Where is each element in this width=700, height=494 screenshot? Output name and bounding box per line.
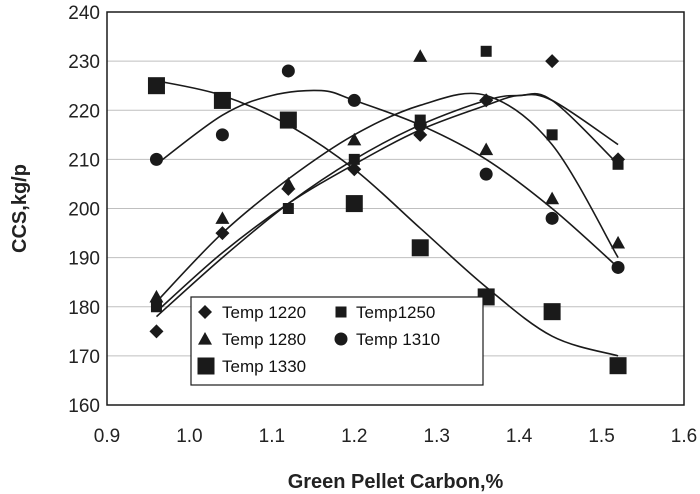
point-temp1280 <box>479 142 494 156</box>
legend-label: Temp 1310 <box>356 330 440 349</box>
point-temp1280 <box>281 176 296 190</box>
point-temp1220 <box>413 127 428 142</box>
y-tick-labels: 160 170 180 190 200 210 220 230 240 <box>68 3 100 417</box>
point-temp1330 <box>543 303 561 321</box>
point-temp1250 <box>282 203 294 214</box>
x-tick-label: 1.1 <box>259 426 285 447</box>
x-tick-label: 1.0 <box>176 426 202 447</box>
fit-curve-temp1220 <box>155 93 619 313</box>
point-temp1330 <box>345 195 363 213</box>
y-tick-label: 190 <box>68 249 100 270</box>
y-tick-label: 240 <box>68 3 100 24</box>
point-temp1330 <box>213 91 231 109</box>
point-temp1280 <box>215 211 230 224</box>
point-temp1330 <box>609 357 627 375</box>
legend-marker <box>198 332 212 345</box>
legend-label: Temp 1330 <box>222 357 306 376</box>
point-temp1220 <box>347 162 362 177</box>
legend-label: Temp 1220 <box>222 303 306 322</box>
legend-marker <box>334 332 348 346</box>
point-temp1330 <box>411 239 429 257</box>
legend-marker <box>335 306 347 318</box>
point-temp1330 <box>147 77 165 95</box>
x-tick-label: 0.9 <box>94 426 120 447</box>
point-temp1250 <box>348 153 360 165</box>
point-temp1220 <box>215 226 230 241</box>
point-temp1310 <box>611 260 625 274</box>
point-temp1220 <box>479 93 494 108</box>
point-temp1310 <box>479 167 493 181</box>
y-tick-label: 230 <box>68 52 100 73</box>
plot-frame <box>106 11 685 406</box>
x-tick-label: 1.2 <box>341 426 367 447</box>
legend-marker <box>198 305 212 319</box>
legend: Temp 1220 Temp1250 Temp 1280 Temp 1310 Temp … <box>190 296 484 386</box>
x-tick-label: 1.6 <box>671 426 697 447</box>
point-temp1310 <box>149 152 163 166</box>
point-temp1280 <box>347 132 362 146</box>
legend-marker <box>197 357 215 375</box>
x-tick-label: 1.3 <box>424 426 450 447</box>
point-temp1220 <box>545 54 560 69</box>
point-temp1220 <box>149 324 164 339</box>
y-tick-label: 180 <box>68 298 100 319</box>
point-temp1330 <box>279 111 297 129</box>
point-temp1310 <box>281 64 295 78</box>
point-temp1250 <box>480 45 492 57</box>
legend-label: Temp1250 <box>356 303 435 322</box>
x-tick-label: 1.5 <box>588 426 614 447</box>
x-axis-title: Green Pellet Carbon,% <box>288 471 504 493</box>
point-temp1310 <box>413 118 427 132</box>
point-temp1280 <box>149 289 164 303</box>
point-temp1280 <box>611 235 626 249</box>
y-tick-label: 220 <box>68 101 100 122</box>
point-temp1280 <box>545 191 560 205</box>
legend-label: Temp 1280 <box>222 330 306 349</box>
x-tick-label: 1.4 <box>506 426 533 447</box>
x-tick-labels: 0.9 1.0 1.1 1.2 1.3 1.4 1.5 1.6 <box>94 426 697 447</box>
fit-curve-temp1330 <box>156 80 619 357</box>
point-temp1310 <box>215 128 229 142</box>
y-axis-title: CCS,kg/p <box>9 164 31 253</box>
y-tick-label: 160 <box>68 396 100 417</box>
point-temp1250 <box>612 158 624 170</box>
y-tick-label: 170 <box>68 347 100 368</box>
point-temp1250 <box>546 129 558 141</box>
y-tick-label: 200 <box>68 200 100 221</box>
point-temp1250 <box>150 301 162 313</box>
data-points <box>147 45 627 375</box>
point-temp1310 <box>545 211 559 225</box>
point-temp1280 <box>413 49 428 62</box>
y-tick-label: 210 <box>68 150 100 171</box>
fit-curve-temp1310 <box>156 89 619 269</box>
point-temp1310 <box>347 93 361 107</box>
